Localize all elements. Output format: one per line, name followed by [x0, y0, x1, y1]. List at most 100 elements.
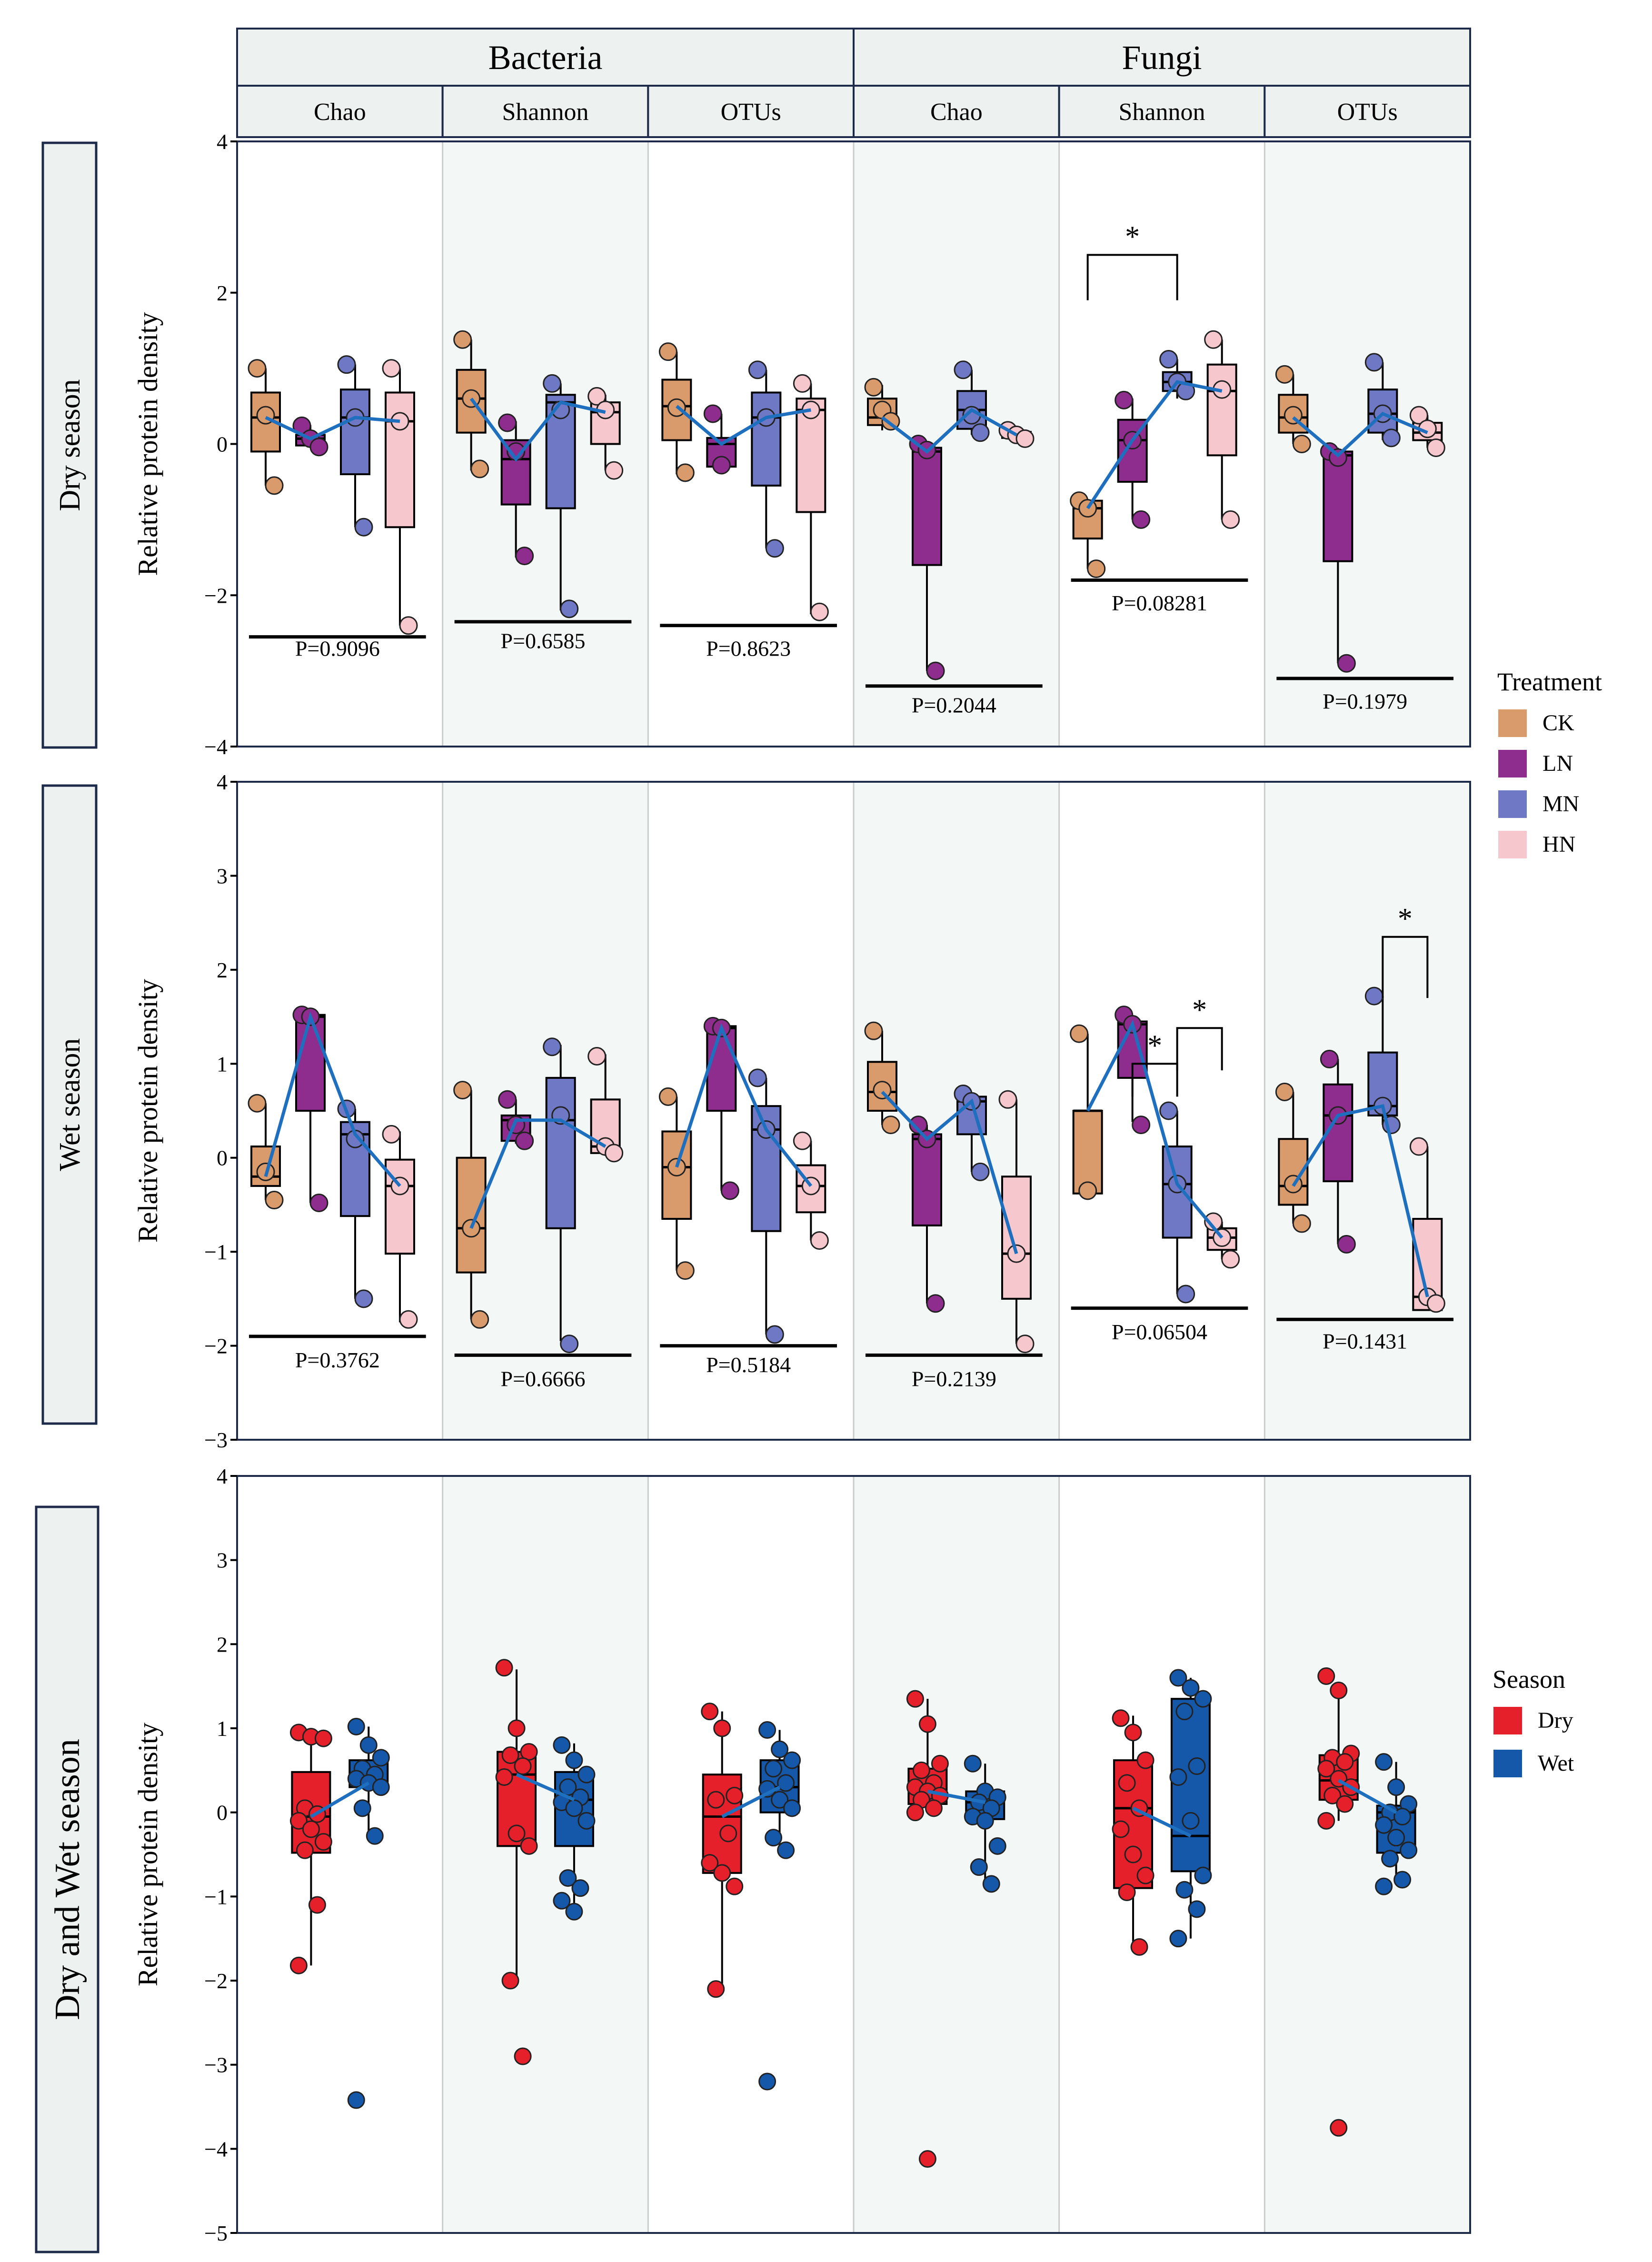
data-point — [577, 1765, 596, 1784]
p-value-label: P=0.1431 — [1323, 1329, 1407, 1354]
median-trend-line — [1086, 1019, 1224, 1239]
y-tick-label: 1 — [217, 1052, 228, 1076]
data-point — [1393, 1808, 1412, 1825]
data-point — [918, 2150, 936, 2168]
data-point — [514, 2047, 532, 2065]
data-point — [1409, 1137, 1428, 1156]
data-point — [1292, 1214, 1311, 1233]
data-point — [359, 1736, 378, 1754]
panel-backgrounds — [236, 140, 1471, 2234]
median-trend-line — [676, 405, 811, 446]
data-point — [864, 378, 883, 397]
data-point — [1169, 1930, 1187, 1948]
data-point — [909, 1116, 928, 1135]
data-point — [1275, 365, 1294, 384]
data-point — [1015, 429, 1035, 448]
median-trend-line — [516, 1773, 575, 1802]
y-tick-label: 4 — [217, 770, 228, 794]
data-point — [1194, 1690, 1212, 1708]
data-point — [372, 1778, 390, 1796]
y-axis-label: Relative protein density — [132, 979, 163, 1243]
median-trend-line — [1292, 1104, 1429, 1297]
data-point — [707, 1791, 725, 1809]
data-point — [372, 1749, 390, 1767]
data-point — [1317, 1667, 1335, 1685]
data-point — [382, 359, 401, 378]
median-trend-line — [1086, 380, 1223, 509]
y-tick-label: 4 — [217, 1464, 228, 1488]
header-group-cell — [236, 28, 855, 87]
data-point — [1275, 1083, 1294, 1102]
data-point — [758, 1721, 776, 1739]
data-point — [713, 1719, 731, 1737]
legend-label: Wet — [1538, 1751, 1574, 1776]
header-column-cell — [441, 85, 649, 138]
facet-background — [648, 782, 854, 1440]
data-point — [777, 1774, 795, 1792]
data-point — [777, 1841, 795, 1859]
median-trend-line — [265, 416, 400, 441]
data-point — [1382, 428, 1401, 448]
y-axis-label: Relative protein density — [132, 312, 163, 576]
legend-swatch — [1498, 709, 1527, 737]
data-point — [347, 2091, 365, 2109]
p-value-label: P=0.8623 — [706, 636, 791, 660]
data-point — [1132, 510, 1151, 529]
data-point — [1136, 1751, 1154, 1769]
box — [706, 1025, 737, 1112]
data-point — [1204, 1212, 1223, 1231]
header-column-label: OTUs — [721, 99, 781, 126]
data-point — [543, 374, 562, 393]
y-axis-label: Relative protein density — [132, 1723, 163, 1986]
significance-bracket — [1131, 1063, 1178, 1097]
median-trend-line — [927, 1790, 985, 1804]
data-point — [354, 518, 373, 537]
data-point — [508, 1719, 526, 1737]
data-point — [926, 1294, 945, 1313]
p-value-label: P=0.2044 — [912, 693, 996, 717]
data-point — [658, 1087, 677, 1106]
data-point — [314, 1729, 332, 1747]
data-point — [308, 1896, 326, 1914]
data-point — [1292, 435, 1311, 453]
header-column-cell — [1058, 85, 1266, 138]
data-point — [1112, 1709, 1130, 1727]
data-point — [1175, 1881, 1194, 1899]
data-point — [553, 1736, 571, 1754]
median-trend-line — [1338, 1779, 1397, 1814]
data-point — [1136, 1866, 1154, 1884]
data-point — [982, 1875, 1000, 1893]
panel-frame — [236, 781, 1471, 1441]
y-tick-label: −1 — [204, 1884, 228, 1909]
data-point — [495, 1768, 513, 1786]
legends: Treatment CK LN MN HN Season Dry Wet — [1493, 668, 1602, 1777]
p-value-label: P=0.5184 — [706, 1353, 791, 1377]
data-point — [998, 1090, 1017, 1109]
data-point — [1221, 510, 1240, 529]
legend-label: CK — [1543, 710, 1574, 736]
data-point — [515, 547, 534, 566]
data-point — [971, 1162, 990, 1181]
p-value-label: P=0.08281 — [1112, 591, 1207, 615]
data-point — [560, 1335, 579, 1354]
facet-header: Bacteria Fungi Chao Shannon OTUs Chao Shannon O… — [236, 28, 1471, 138]
data-point — [1204, 330, 1223, 349]
data-point — [658, 342, 677, 361]
row-label: Wet season — [54, 1038, 86, 1171]
significance-star: * — [1147, 1029, 1162, 1062]
data-point — [1426, 438, 1445, 457]
data-point — [1381, 1850, 1399, 1868]
y-axes: −4 −2 0 2 4 Relative protein density −3 −2 −1 0 1 2… — [132, 130, 237, 2245]
data-point — [309, 1193, 328, 1212]
p-value-label: P=0.9096 — [295, 636, 380, 660]
y-tick-label: 2 — [217, 958, 228, 982]
y-tick-label: 2 — [217, 281, 228, 305]
data-point — [382, 1125, 401, 1144]
data-point — [559, 1869, 577, 1887]
data-point — [289, 1812, 308, 1830]
data-point — [399, 616, 418, 635]
data-point — [1409, 406, 1428, 425]
data-point — [543, 1037, 562, 1056]
header-group-label: Bacteria — [488, 39, 603, 77]
